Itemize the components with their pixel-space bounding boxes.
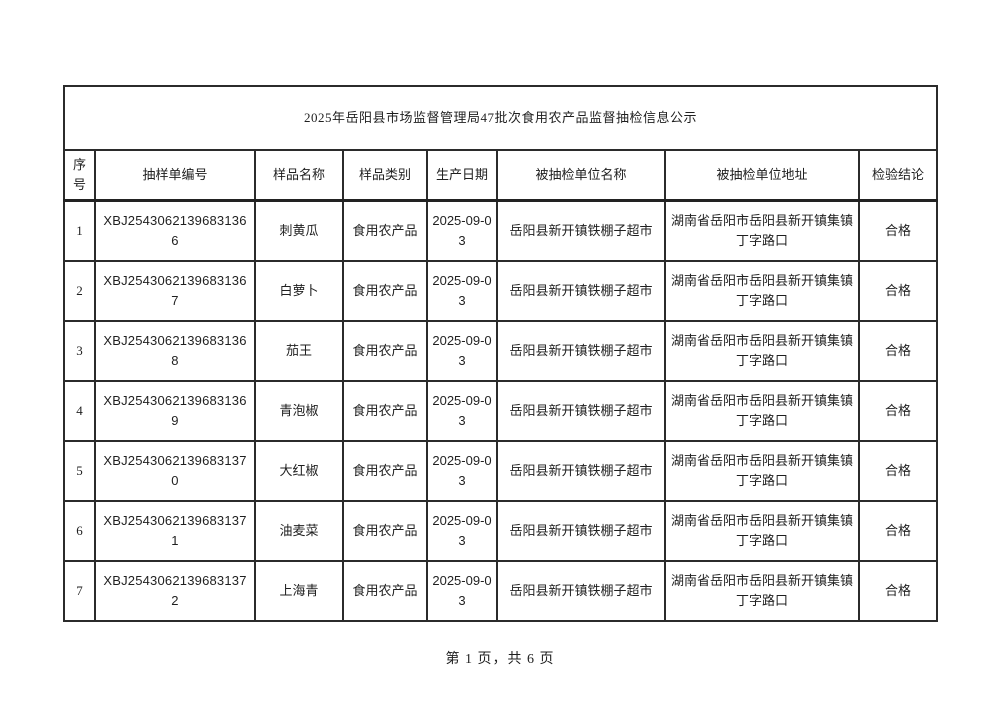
cell-unit-address: 湖南省岳阳市岳阳县新开镇集镇丁字路口 [664,440,860,502]
header-cell: 样品类别 [342,149,428,202]
cell-result: 合格 [857,500,939,562]
cell-result: 合格 [857,320,939,382]
table-row: 1 XBJ25430621396831366 刺黄瓜 食用农产品 2025-09… [63,199,939,262]
table-header-row: 序号 抽样单编号 样品名称 样品类别 生产日期 被抽检单位名称 被抽检单位地址 检验结论 [63,149,939,202]
cell-unit-name: 岳阳县新开镇铁棚子超市 [496,500,666,562]
cell-result: 合格 [857,560,939,622]
cell-sample-id: XBJ25430621396831367 [94,260,256,322]
cell-sample-category: 食用农产品 [342,500,428,562]
cell-production-date: 2025-09-03 [426,500,498,562]
cell-sample-category: 食用农产品 [342,199,428,262]
cell-serial-no: 4 [63,380,96,442]
cell-result: 合格 [857,440,939,502]
cell-unit-name: 岳阳县新开镇铁棚子超市 [496,380,666,442]
cell-unit-address: 湖南省岳阳市岳阳县新开镇集镇丁字路口 [664,199,860,262]
cell-unit-name: 岳阳县新开镇铁棚子超市 [496,560,666,622]
cell-sample-name: 白萝卜 [254,260,344,322]
header-cell: 检验结论 [857,149,939,202]
title-row: 2025年岳阳县市场监督管理局47批次食用农产品监督抽检信息公示 [62,85,939,151]
cell-unit-name: 岳阳县新开镇铁棚子超市 [496,320,666,382]
cell-production-date: 2025-09-03 [426,380,498,442]
cell-unit-name: 岳阳县新开镇铁棚子超市 [496,199,666,262]
header-cell: 被抽检单位名称 [496,149,666,202]
cell-result: 合格 [857,199,939,262]
header-cell: 样品名称 [254,149,344,202]
page-footer: 第 1 页，共 6 页 [445,652,555,667]
page-title: 2025年岳阳县市场监督管理局47批次食用农产品监督抽检信息公示 [62,85,939,151]
cell-sample-name: 青泡椒 [254,380,344,442]
cell-production-date: 2025-09-03 [426,260,498,322]
cell-sample-category: 食用农产品 [342,320,428,382]
table-row: 2 XBJ25430621396831367 白萝卜 食用农产品 2025-09… [63,260,939,322]
table-row: 3 XBJ25430621396831368 茄王 食用农产品 2025-09-… [63,320,939,382]
cell-serial-no: 2 [63,260,96,322]
table-row: 7 XBJ25430621396831372 上海青 食用农产品 2025-09… [63,560,939,622]
cell-unit-address: 湖南省岳阳市岳阳县新开镇集镇丁字路口 [664,560,860,622]
cell-production-date: 2025-09-03 [426,199,498,262]
cell-sample-name: 刺黄瓜 [254,199,344,262]
cell-serial-no: 1 [63,199,96,262]
inspection-table: 2025年岳阳县市场监督管理局47批次食用农产品监督抽检信息公示 序号 抽样单编号… [62,85,939,622]
cell-production-date: 2025-09-03 [426,320,498,382]
cell-result: 合格 [857,260,939,322]
cell-sample-category: 食用农产品 [342,380,428,442]
table-row: 6 XBJ25430621396831371 油麦菜 食用农产品 2025-09… [63,500,939,562]
cell-sample-category: 食用农产品 [342,260,428,322]
cell-unit-address: 湖南省岳阳市岳阳县新开镇集镇丁字路口 [664,260,860,322]
cell-sample-name: 上海青 [254,560,344,622]
header-cell: 生产日期 [426,149,498,202]
cell-sample-id: XBJ25430621396831368 [94,320,256,382]
cell-sample-category: 食用农产品 [342,440,428,502]
cell-sample-name: 茄王 [254,320,344,382]
cell-unit-address: 湖南省岳阳市岳阳县新开镇集镇丁字路口 [664,320,860,382]
cell-sample-id: XBJ25430621396831370 [94,440,256,502]
cell-unit-address: 湖南省岳阳市岳阳县新开镇集镇丁字路口 [664,500,860,562]
cell-sample-id: XBJ25430621396831371 [94,500,256,562]
table-row: 4 XBJ25430621396831369 青泡椒 食用农产品 2025-09… [63,380,939,442]
cell-serial-no: 3 [63,320,96,382]
cell-unit-address: 湖南省岳阳市岳阳县新开镇集镇丁字路口 [664,380,860,442]
cell-sample-name: 油麦菜 [254,500,344,562]
cell-result: 合格 [857,380,939,442]
cell-sample-name: 大红椒 [254,440,344,502]
cell-production-date: 2025-09-03 [426,560,498,622]
cell-sample-category: 食用农产品 [342,560,428,622]
header-cell: 序号 [63,149,96,202]
table-row: 5 XBJ25430621396831370 大红椒 食用农产品 2025-09… [63,440,939,502]
cell-sample-id: XBJ25430621396831366 [94,199,256,262]
header-cell: 抽样单编号 [94,149,256,202]
cell-unit-name: 岳阳县新开镇铁棚子超市 [496,260,666,322]
header-cell: 被抽检单位地址 [664,149,860,202]
cell-production-date: 2025-09-03 [426,440,498,502]
cell-sample-id: XBJ25430621396831369 [94,380,256,442]
cell-serial-no: 7 [63,560,96,622]
cell-unit-name: 岳阳县新开镇铁棚子超市 [496,440,666,502]
cell-sample-id: XBJ25430621396831372 [94,560,256,622]
cell-serial-no: 5 [63,440,96,502]
cell-serial-no: 6 [63,500,96,562]
